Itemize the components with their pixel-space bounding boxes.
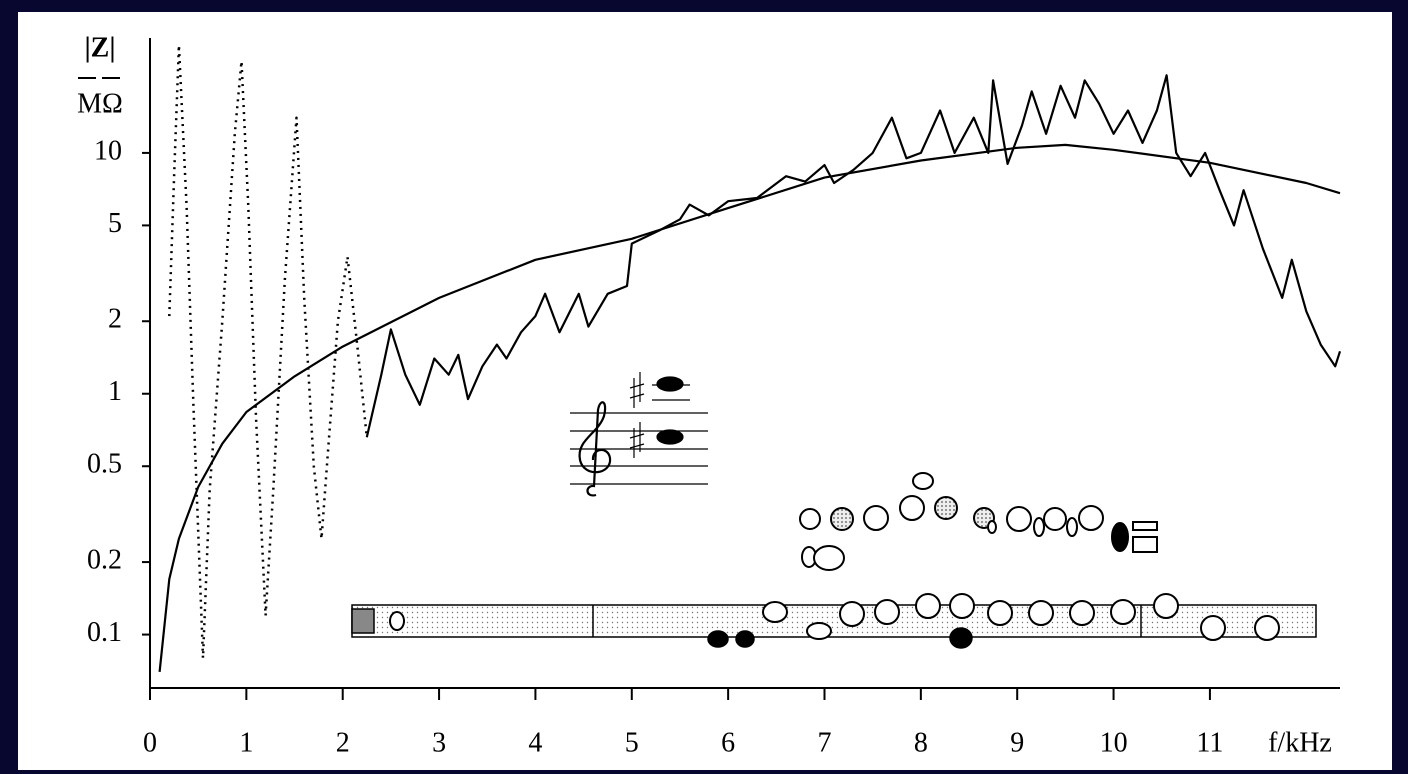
x-tick-label: 6 [721, 727, 735, 758]
y-tick-label: 0.5 [87, 449, 122, 480]
y-tick-label: 5 [108, 208, 122, 239]
x-tick-label: 7 [817, 727, 831, 758]
y-label-denominator: MΩ [77, 88, 123, 119]
x-tick-label: 0 [143, 727, 157, 758]
y-tick-label: 0.2 [87, 544, 122, 575]
y-tick-label: 2 [108, 304, 122, 335]
plot-background [18, 12, 1392, 770]
x-tick-label: 10 [1100, 727, 1128, 758]
x-tick-label: 8 [914, 727, 928, 758]
x-tick-label: 5 [625, 727, 639, 758]
x-tick-label: 3 [432, 727, 446, 758]
x-label: f/kHz [1268, 727, 1332, 758]
y-tick-label: 10 [94, 135, 122, 166]
x-tick-label: 4 [528, 727, 542, 758]
x-tick-label: 9 [1010, 727, 1024, 758]
y-label-numerator: |Z| [84, 32, 115, 63]
x-tick-label: 2 [336, 727, 350, 758]
x-tick-label: 11 [1196, 727, 1223, 758]
chart: |Z| MΩ f/kHz [0, 0, 1408, 774]
y-tick-label: 0.1 [87, 617, 122, 648]
x-tick-label: 1 [239, 727, 253, 758]
y-tick-label: 1 [108, 376, 122, 407]
page: {"chart_data": { "type": "line", "ylabel… [0, 0, 1408, 774]
